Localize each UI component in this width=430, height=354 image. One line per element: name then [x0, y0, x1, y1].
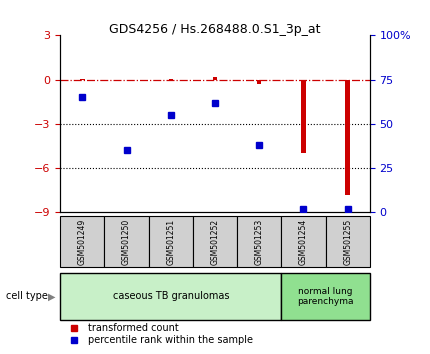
Text: GSM501255: GSM501255	[343, 218, 352, 265]
Text: GSM501250: GSM501250	[122, 218, 131, 265]
Text: GSM501254: GSM501254	[299, 218, 308, 265]
Text: GSM501253: GSM501253	[255, 218, 264, 265]
Bar	[257, 80, 261, 84]
Bar	[345, 80, 350, 195]
Text: ▶: ▶	[48, 291, 55, 302]
Text: GSM501251: GSM501251	[166, 218, 175, 265]
Legend: transformed count, percentile rank within the sample: transformed count, percentile rank withi…	[61, 319, 257, 349]
Text: cell type: cell type	[6, 291, 48, 302]
Text: GSM501249: GSM501249	[78, 218, 87, 265]
Text: GDS4256 / Hs.268488.0.S1_3p_at: GDS4256 / Hs.268488.0.S1_3p_at	[109, 23, 321, 36]
Bar	[80, 79, 85, 80]
Text: normal lung
parenchyma: normal lung parenchyma	[297, 287, 354, 306]
Text: GSM501252: GSM501252	[211, 218, 219, 265]
Bar	[301, 80, 306, 153]
Text: caseous TB granulomas: caseous TB granulomas	[113, 291, 229, 302]
Bar	[169, 79, 173, 80]
Bar	[213, 77, 217, 80]
